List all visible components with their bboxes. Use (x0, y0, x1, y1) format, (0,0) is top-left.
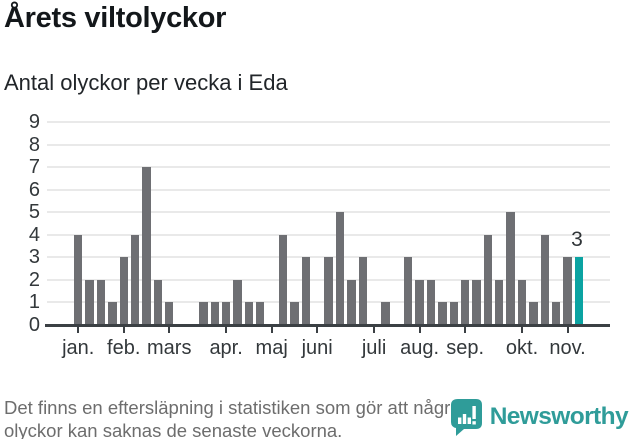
y-axis-label: 6 (28, 178, 40, 201)
bar (347, 279, 356, 325)
y-axis-label: 5 (28, 201, 40, 224)
chart-title: Årets viltolyckor (4, 2, 227, 34)
x-axis-label: okt. (505, 337, 539, 359)
footnote-line: olyckor kan saknas de senaste veckorna. (4, 419, 343, 439)
bar (119, 257, 128, 325)
bar (415, 279, 424, 325)
bar (278, 234, 288, 325)
x-axis-line (45, 324, 610, 327)
y-axis-label: 7 (28, 156, 40, 179)
gridline (47, 233, 610, 236)
bar (85, 279, 94, 325)
bar (96, 279, 106, 325)
bar (358, 257, 367, 325)
footnote: Det finns en eftersläpning i statistiken… (4, 397, 474, 439)
bar (563, 257, 572, 325)
bar (108, 302, 117, 325)
x-tick (270, 327, 273, 333)
x-axis-label: sep. (446, 337, 485, 359)
bar (74, 234, 83, 325)
bar (438, 302, 447, 325)
gridline (47, 121, 610, 123)
bar (130, 234, 140, 325)
y-axis-label: 1 (28, 291, 40, 314)
bar (210, 302, 219, 325)
bar (426, 279, 436, 325)
bar (233, 279, 242, 325)
bar (551, 302, 561, 325)
newsworthy-icon (450, 398, 483, 436)
y-axis-label: 8 (28, 133, 40, 156)
newsworthy-logo[interactable]: Newsworthy (450, 398, 629, 436)
bar (335, 212, 345, 325)
bar (301, 257, 310, 325)
x-tick (316, 327, 319, 333)
gridline (47, 166, 610, 169)
bar (142, 167, 151, 325)
bar (529, 302, 538, 325)
bar (460, 279, 470, 325)
bar (153, 279, 163, 325)
bar (449, 302, 458, 325)
bar (256, 302, 265, 325)
y-axis-label: 9 (28, 111, 40, 133)
x-tick (122, 327, 125, 333)
x-axis-label: mars (147, 337, 192, 359)
x-tick (225, 327, 228, 333)
bar (540, 234, 549, 325)
x-axis-label: juli (361, 337, 387, 359)
x-axis-label: feb. (107, 337, 141, 359)
chart-subtitle: Antal olyckor per vecka i Eda (4, 70, 288, 95)
x-axis-label: nov. (549, 337, 586, 359)
bar (506, 212, 515, 325)
x-tick (77, 327, 80, 333)
newsworthy-wordmark: Newsworthy (489, 403, 629, 430)
x-tick (373, 327, 376, 333)
y-axis-label: 0 (28, 314, 40, 336)
bar (165, 302, 174, 325)
y-axis-label: 4 (28, 223, 40, 246)
x-axis-label: aug. (400, 337, 440, 359)
bar (517, 279, 527, 325)
gridline (47, 143, 610, 146)
bar (495, 279, 504, 325)
bar (290, 302, 299, 325)
y-axis-label: 3 (28, 246, 40, 269)
gridline (47, 211, 610, 214)
x-axis-label: juni (301, 337, 333, 359)
bar (483, 234, 493, 325)
bar (381, 302, 390, 325)
x-tick (168, 327, 171, 333)
bar (472, 279, 481, 325)
bar-highlighted (574, 257, 584, 325)
x-tick (464, 327, 467, 333)
bar-value-label: 3 (571, 228, 583, 252)
x-axis-label: apr. (209, 337, 243, 359)
x-tick (521, 327, 524, 333)
x-axis-label: maj (255, 337, 288, 359)
bar (244, 302, 254, 325)
bar (404, 257, 413, 325)
footnote-line: Det finns en eftersläpning i statistiken… (4, 397, 461, 418)
bar (324, 257, 333, 325)
x-axis-label: jan. (62, 337, 95, 359)
x-tick (566, 327, 569, 333)
y-axis-label: 2 (28, 268, 40, 291)
x-tick (418, 327, 421, 333)
gridline (47, 188, 610, 191)
bar (199, 302, 208, 325)
bar (221, 302, 231, 325)
